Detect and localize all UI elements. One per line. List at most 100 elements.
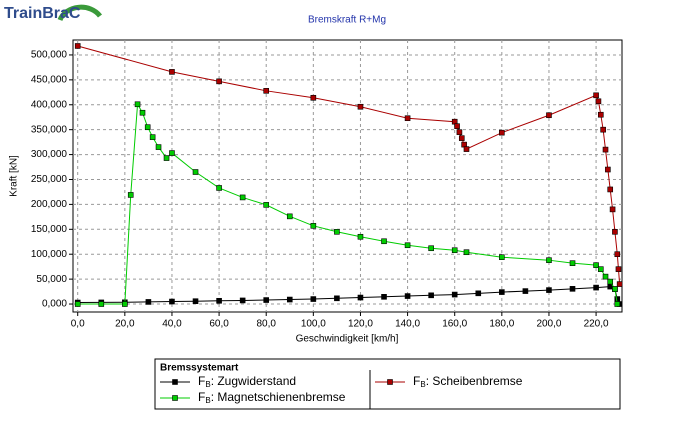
y-tick-label: 450,000 <box>31 74 68 85</box>
point <box>122 301 128 307</box>
point <box>263 202 270 208</box>
point <box>597 111 604 118</box>
point <box>546 257 552 263</box>
point <box>263 297 270 303</box>
y-tick-label: 150,000 <box>31 224 68 235</box>
point <box>499 289 505 295</box>
legend-title: Bremssystemart <box>160 363 239 374</box>
point <box>463 146 470 152</box>
point <box>216 297 222 304</box>
legend-swatch <box>387 379 393 385</box>
point <box>381 294 387 300</box>
y-tick-label: 400,000 <box>31 99 68 110</box>
point <box>169 150 175 156</box>
y-axis-label: Kraft [kN] <box>9 155 20 197</box>
point <box>569 286 576 292</box>
point <box>593 92 599 99</box>
point <box>334 228 340 235</box>
x-tick-label: 140,0 <box>395 319 420 330</box>
point <box>605 166 611 173</box>
point <box>192 169 199 175</box>
point <box>404 115 411 122</box>
point <box>428 245 434 252</box>
legend-swatch <box>172 395 178 401</box>
point <box>263 88 270 94</box>
point <box>239 194 246 201</box>
point <box>612 286 618 292</box>
x-tick-label: 160,0 <box>442 319 467 330</box>
y-tick-label: 50,000 <box>36 274 67 285</box>
y-tick-label: 250,000 <box>31 174 68 185</box>
x-tick-label: 20,0 <box>115 319 135 330</box>
point <box>357 233 364 240</box>
point <box>593 262 599 268</box>
point <box>144 124 151 130</box>
point <box>404 293 411 299</box>
point <box>74 43 81 49</box>
logo-arc <box>57 4 103 22</box>
point <box>546 112 552 119</box>
point <box>454 123 460 129</box>
point <box>74 301 81 307</box>
point <box>428 292 434 299</box>
point <box>404 242 411 249</box>
point <box>463 249 470 256</box>
x-tick-label: 40,0 <box>162 319 182 330</box>
point <box>451 291 458 298</box>
x-tick-label: 220,0 <box>584 319 609 330</box>
point <box>499 254 505 261</box>
point <box>286 213 293 220</box>
point <box>569 260 576 266</box>
point <box>357 294 364 301</box>
point <box>310 296 317 302</box>
point <box>310 223 317 229</box>
logo: TrainBraC <box>4 5 81 22</box>
point <box>614 296 621 302</box>
point <box>155 144 162 150</box>
point <box>239 297 246 304</box>
point <box>597 266 604 272</box>
point <box>216 78 222 85</box>
x-tick-label: 60,0 <box>209 319 229 330</box>
point <box>145 299 152 305</box>
point <box>134 101 141 108</box>
point <box>595 98 602 105</box>
point <box>451 247 458 254</box>
y-tick-label: 500,000 <box>31 50 68 61</box>
point <box>169 298 175 305</box>
point <box>192 298 199 304</box>
legend-label: FB: Zugwiderstand <box>198 374 296 389</box>
point <box>216 185 222 191</box>
legend-label: FB: Scheibenbremse <box>413 374 523 389</box>
point <box>593 284 599 291</box>
legend-label: FB: Magnetschienenbremse <box>198 390 346 405</box>
point <box>475 290 482 297</box>
point <box>139 109 146 116</box>
x-tick-label: 180,0 <box>489 319 514 330</box>
y-tick-label: 350,000 <box>31 124 68 135</box>
point <box>334 295 340 302</box>
point <box>98 301 105 307</box>
point <box>163 155 170 161</box>
x-axis-label: Geschwindigkeit [km/h] <box>296 334 399 345</box>
point <box>286 296 293 303</box>
y-tick-label: 200,000 <box>31 199 68 210</box>
point <box>310 94 317 101</box>
y-tick-label: 300,000 <box>31 149 68 160</box>
point <box>149 134 156 140</box>
point <box>458 135 465 141</box>
point <box>614 301 621 307</box>
x-tick-label: 0,0 <box>71 319 85 330</box>
point <box>357 103 364 110</box>
x-tick-label: 80,0 <box>256 319 276 330</box>
y-tick-label: 0,000 <box>42 299 67 310</box>
point <box>602 146 609 153</box>
point <box>600 126 606 133</box>
point <box>522 288 529 294</box>
point <box>607 278 614 285</box>
plot-area <box>72 39 623 313</box>
point <box>546 287 552 293</box>
point <box>381 238 387 245</box>
point <box>614 251 621 258</box>
